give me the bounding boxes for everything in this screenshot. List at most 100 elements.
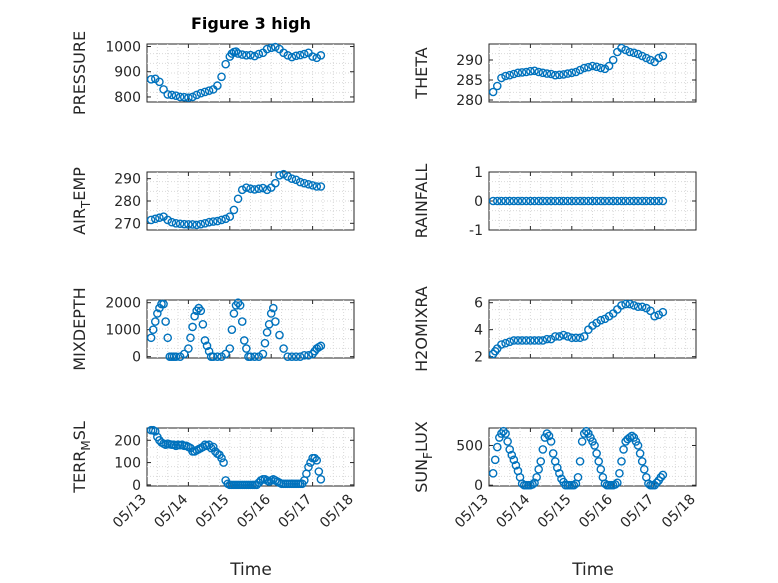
- y-axis-label-text: SUN: [412, 459, 431, 493]
- data-point: [596, 465, 606, 474]
- data-point: [308, 181, 317, 190]
- data-point: [581, 426, 591, 436]
- data-point: [163, 90, 172, 99]
- data-point: [633, 441, 643, 450]
- y-tick-label: 285: [456, 73, 483, 89]
- y-tick-label: 1000: [105, 323, 141, 339]
- data-point: [291, 352, 301, 361]
- y-tick-label: 100: [114, 456, 141, 472]
- y-axis-label-subscript: F: [421, 452, 435, 459]
- data-point: [287, 52, 297, 62]
- data-point: [308, 52, 317, 61]
- data-point: [492, 442, 502, 452]
- data-point: [579, 429, 589, 438]
- data-point: [204, 217, 214, 227]
- data-point: [150, 317, 160, 326]
- data-point: [534, 196, 543, 206]
- data-point: [196, 219, 206, 229]
- data-point: [254, 49, 264, 59]
- y-axis-label-text: H2OMIXRA: [412, 286, 431, 372]
- data-point: [304, 179, 313, 189]
- data-point: [538, 336, 548, 345]
- data-point: [590, 441, 599, 450]
- data-point: [625, 433, 635, 442]
- y-tick-label: 900: [114, 65, 141, 81]
- subplot-3: 270 280 290 AIRTEMP: [70, 167, 355, 235]
- y-axis-label-text: AIR: [70, 208, 89, 235]
- data-point: [575, 333, 585, 343]
- data-point: [246, 184, 255, 194]
- y-axis-label-text: PRESSURE: [70, 31, 89, 115]
- data-point: [559, 196, 568, 206]
- data-point: [159, 85, 168, 94]
- data-point: [150, 214, 160, 224]
- data-point: [627, 431, 637, 441]
- data-point: [266, 309, 276, 318]
- data-point: [213, 216, 222, 226]
- data-point: [517, 196, 527, 206]
- y-axis-label: TERRMSL: [70, 421, 93, 494]
- data-point: [617, 196, 626, 206]
- data-point: [258, 183, 268, 193]
- data-point: [534, 336, 543, 345]
- data-point: [262, 328, 272, 337]
- data-point: [637, 51, 647, 61]
- data-point: [521, 67, 531, 77]
- data-point: [542, 196, 552, 206]
- data-point: [509, 336, 519, 345]
- data-point: [633, 302, 643, 312]
- data-point: [497, 73, 506, 83]
- data-point: [171, 219, 181, 228]
- data-point: [550, 70, 560, 80]
- y-axis-label-text: THETA: [412, 47, 431, 99]
- data-point: [542, 334, 552, 344]
- data-point: [579, 196, 589, 206]
- y-axis-label-subscript: M: [79, 440, 93, 450]
- y-tick-label: 290: [456, 53, 483, 69]
- data-point: [553, 463, 562, 473]
- data-point: [304, 462, 313, 472]
- data-point: [584, 62, 593, 72]
- data-point: [262, 44, 272, 54]
- data-point: [146, 215, 156, 225]
- data-point: [573, 472, 583, 482]
- data-point: [513, 336, 523, 345]
- data-point: [530, 478, 539, 488]
- data-point: [530, 196, 539, 206]
- data-point: [192, 90, 201, 100]
- data-point: [488, 468, 498, 478]
- y-axis-label: H2OMIXRA: [412, 286, 431, 372]
- data-point: [596, 63, 606, 73]
- data-point: [287, 174, 297, 183]
- y-axis-label: PRESSURE: [70, 31, 89, 115]
- data-point: [559, 70, 568, 79]
- data-point: [555, 196, 564, 206]
- data-point: [146, 75, 156, 84]
- data-point: [617, 457, 626, 466]
- data-point: [559, 330, 568, 340]
- data-point: [300, 351, 309, 360]
- data-point: [555, 70, 564, 80]
- data-point: [198, 319, 208, 329]
- data-point: [196, 306, 206, 316]
- data-point: [501, 71, 510, 81]
- data-point: [503, 437, 512, 446]
- y-tick-label: 200: [114, 433, 141, 449]
- data-point: [188, 92, 197, 102]
- data-point: [316, 475, 326, 484]
- subplot-6: 2 4 6 H2OMIXRA: [412, 286, 697, 372]
- data-point: [625, 299, 635, 309]
- data-point: [658, 307, 668, 317]
- data-point: [613, 478, 622, 488]
- data-point: [250, 185, 259, 194]
- data-point: [637, 196, 647, 206]
- data-point: [505, 445, 515, 454]
- data-point: [575, 196, 585, 206]
- data-point: [615, 468, 624, 478]
- data-point: [186, 333, 195, 343]
- data-point: [204, 86, 214, 95]
- data-point: [592, 62, 601, 72]
- data-point: [262, 185, 272, 195]
- data-point: [161, 317, 170, 326]
- data-point: [538, 445, 548, 454]
